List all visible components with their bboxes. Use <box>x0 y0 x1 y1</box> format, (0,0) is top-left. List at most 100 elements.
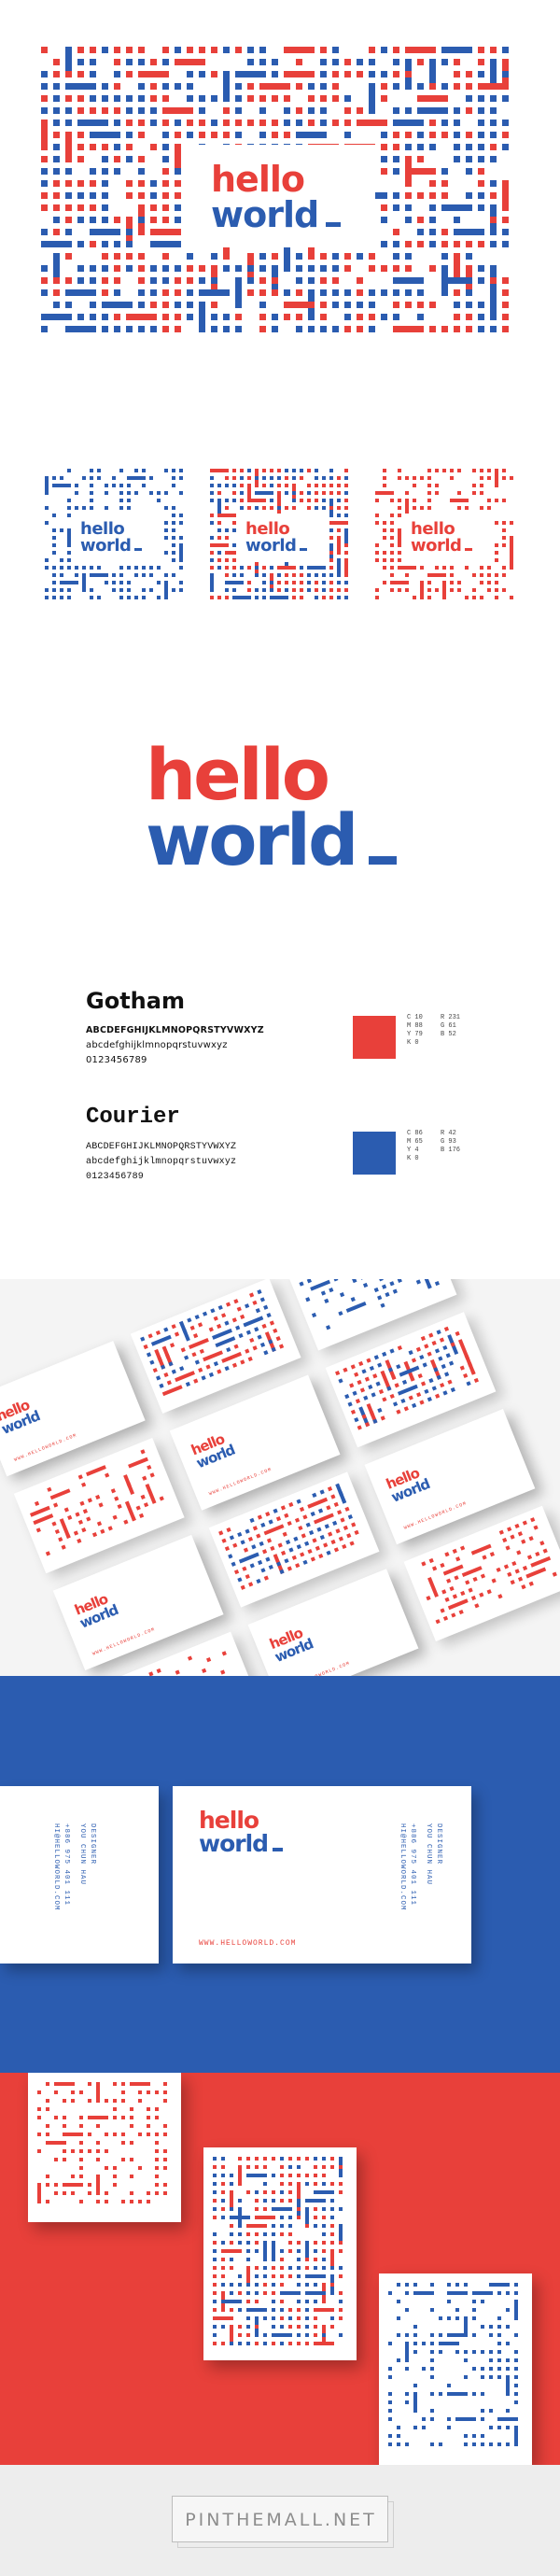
pattern-mark <box>166 1380 172 1386</box>
pattern-mark <box>65 192 72 199</box>
pattern-mark <box>372 1373 378 1379</box>
pattern-mark <box>490 95 497 102</box>
pattern-mark <box>90 314 96 320</box>
pattern-mark <box>490 59 497 90</box>
pattern-mark <box>53 132 60 138</box>
pattern-mark <box>157 596 161 599</box>
pattern-mark <box>362 1282 369 1288</box>
pattern-mark <box>272 2333 292 2337</box>
pattern-mark <box>435 469 439 472</box>
pattern-mark <box>413 2283 417 2287</box>
pattern-mark <box>457 491 461 495</box>
pattern-mark <box>308 107 315 114</box>
pattern-mark <box>434 1348 441 1354</box>
pattern-mark <box>95 1494 101 1500</box>
pattern-mark <box>272 2266 275 2270</box>
pattern-mark <box>41 71 48 77</box>
pattern-mark <box>506 2375 510 2396</box>
pattern-mark <box>390 536 394 540</box>
pattern-mark <box>138 289 145 296</box>
pattern-mark <box>47 1486 52 1492</box>
pattern-mark <box>217 1323 222 1330</box>
pattern-mark <box>284 120 290 126</box>
pattern-mark <box>472 2308 476 2312</box>
pattern-mark <box>502 120 509 126</box>
pattern-mark <box>431 1340 437 1346</box>
swatch-red-g: G 61 <box>441 1022 456 1030</box>
pattern-mark <box>343 1525 348 1530</box>
pattern-mark <box>142 573 146 577</box>
pattern-mark <box>199 314 205 320</box>
pattern-mark <box>375 514 379 517</box>
pattern-mark <box>140 1494 146 1499</box>
pattern-mark <box>393 229 399 235</box>
pattern-mark <box>221 2174 225 2177</box>
pattern-mark <box>314 2241 317 2245</box>
pattern-mark <box>480 596 483 599</box>
pattern-mark <box>67 596 71 599</box>
pattern-mark <box>65 107 72 114</box>
pattern-mark <box>441 47 472 53</box>
pattern-mark <box>155 2133 159 2136</box>
pattern-mark <box>465 596 469 599</box>
pattern-mark <box>113 2082 117 2086</box>
pattern-mark <box>363 1395 369 1401</box>
pattern-mark <box>37 2116 41 2119</box>
pattern-mark <box>232 469 236 472</box>
pattern-mark <box>210 596 214 599</box>
pattern-mark <box>112 1514 118 1520</box>
pattern-mark <box>130 2124 133 2128</box>
pattern-mark <box>297 2266 301 2270</box>
pattern-mark <box>447 1598 469 1611</box>
pattern-mark <box>65 1533 71 1539</box>
hero-logo-hello: hello <box>211 159 305 200</box>
pattern-mark <box>255 2266 259 2270</box>
pattern-mark <box>126 47 133 53</box>
blue-cards-section: DESIGNER YOU CHUN HAU +886 975 401 111 H… <box>0 1676 560 2073</box>
pattern-mark <box>121 2082 125 2086</box>
pattern-mark <box>119 499 123 502</box>
pattern-mark <box>53 107 60 114</box>
pattern-mark <box>210 476 214 480</box>
card-front-url: WWW.HELLOWORLD.COM <box>199 1939 297 1948</box>
grid-card-url-2: WWW.HELLOWORLD.COM <box>208 1466 273 1498</box>
pattern-mark <box>355 1398 361 1404</box>
pattern-mark <box>369 326 375 332</box>
pattern-mark <box>487 499 491 502</box>
pattern-mark <box>497 2367 501 2371</box>
pattern-mark <box>172 484 175 487</box>
pattern-mark <box>417 59 424 65</box>
pattern-mark <box>369 95 375 102</box>
pattern-mark <box>65 289 96 296</box>
pattern-mark <box>344 1506 350 1512</box>
pattern-mark <box>77 314 84 320</box>
pattern-mark <box>318 1553 324 1559</box>
pattern-mark <box>279 1569 285 1575</box>
pattern-mark <box>417 302 424 308</box>
pattern-mark <box>97 596 101 599</box>
pattern-mark <box>514 2291 518 2295</box>
pattern-mark <box>280 2190 284 2194</box>
pattern-mark <box>218 1530 224 1536</box>
pattern-mark <box>417 95 448 102</box>
pattern-mark <box>344 107 351 114</box>
pattern-mark <box>208 1372 215 1377</box>
pattern-mark <box>213 2333 217 2337</box>
pattern-mark <box>102 192 108 199</box>
pattern-mark <box>435 1393 441 1399</box>
pattern-mark <box>90 302 96 308</box>
pattern-mark <box>497 2417 518 2421</box>
pattern-mark <box>232 476 236 480</box>
pattern-mark <box>495 476 498 480</box>
pattern-mark <box>162 83 169 90</box>
pattern-mark <box>192 1333 199 1339</box>
pattern-mark <box>134 491 138 495</box>
pattern-mark <box>255 2190 259 2194</box>
pattern-mark <box>79 2175 83 2178</box>
pattern-mark <box>381 71 387 77</box>
pattern-mark <box>277 588 281 592</box>
pattern-mark <box>506 2367 510 2371</box>
pattern-mark <box>149 573 153 577</box>
pattern-mark <box>315 506 318 510</box>
pattern-mark <box>330 2207 334 2211</box>
